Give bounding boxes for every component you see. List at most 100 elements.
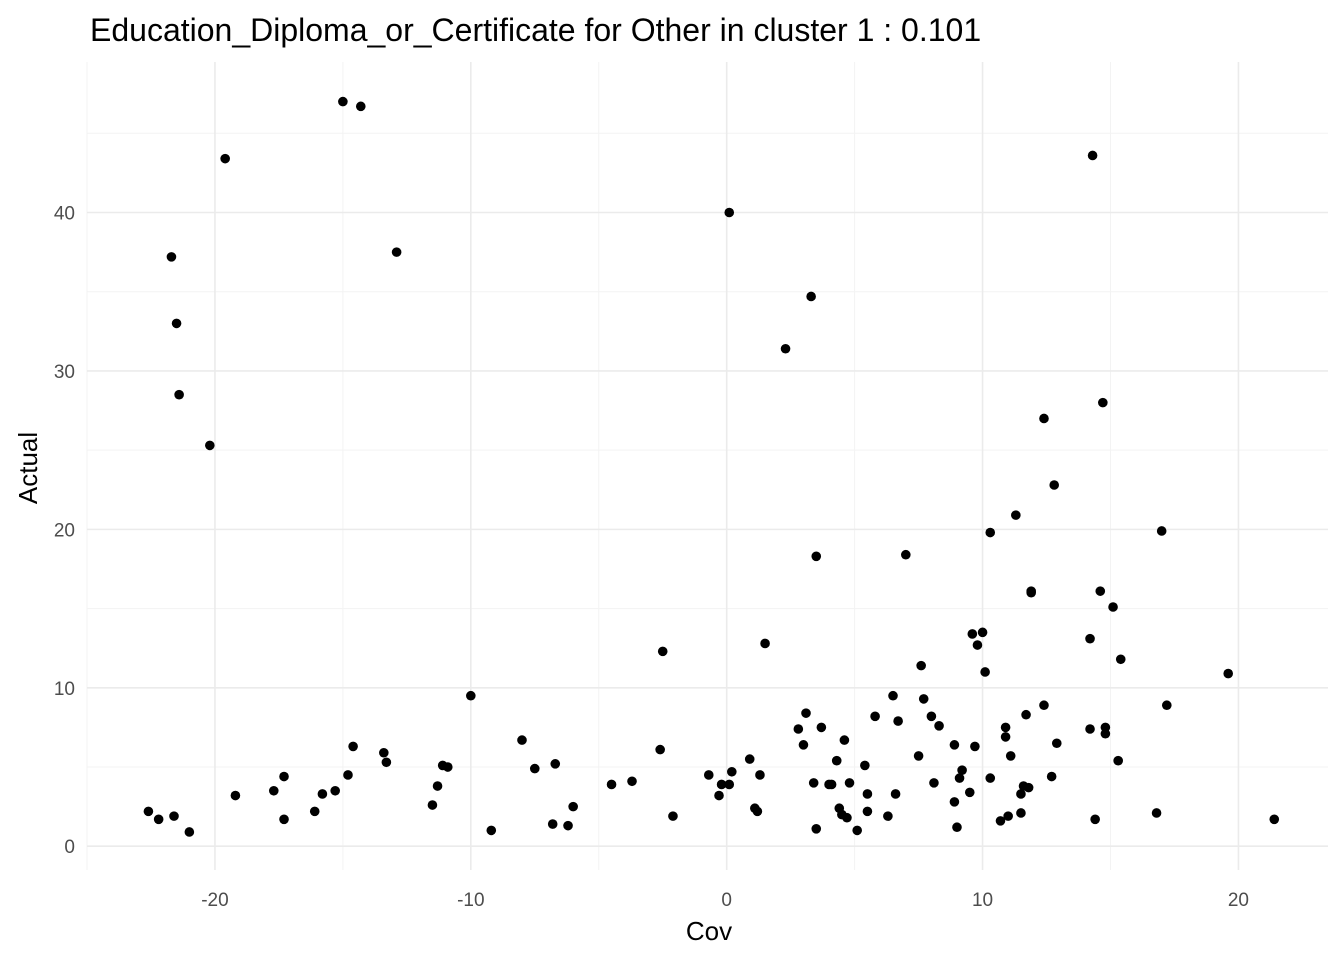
data-point (1000, 732, 1011, 742)
data-point (860, 760, 870, 771)
x-tick-label: -10 (457, 890, 484, 911)
data-points (143, 96, 1280, 837)
chart-title: Education_Diploma_or_Certificate for Oth… (90, 12, 981, 48)
y-tick-label: 20 (54, 520, 75, 541)
data-point (831, 755, 842, 766)
data-point (427, 800, 438, 810)
data-point (752, 806, 763, 817)
data-point (627, 776, 637, 787)
data-point (980, 667, 990, 677)
data-point (1095, 586, 1106, 596)
data-point (1051, 738, 1062, 749)
data-point (432, 781, 443, 791)
data-point (703, 770, 714, 780)
data-point (348, 741, 358, 752)
data-point (1156, 526, 1167, 536)
data-point (862, 789, 873, 799)
data-point (1108, 602, 1118, 612)
data-point (755, 770, 765, 780)
data-point (870, 711, 880, 722)
data-point (379, 747, 389, 758)
data-point (964, 787, 975, 798)
data-point (1223, 668, 1234, 679)
data-point (338, 96, 348, 107)
data-point (890, 789, 901, 799)
data-point (563, 820, 573, 831)
data-point (1011, 510, 1021, 520)
data-point (1039, 700, 1049, 711)
data-point (220, 153, 230, 164)
data-point (355, 101, 366, 112)
data-point (1000, 722, 1011, 733)
data-point (929, 778, 939, 788)
y-tick-label: 30 (54, 362, 75, 383)
data-point (811, 824, 822, 834)
data-point (184, 827, 195, 837)
data-point (967, 629, 978, 639)
data-point (714, 790, 724, 801)
data-point (916, 660, 926, 671)
data-point (1003, 811, 1013, 821)
data-point (716, 779, 727, 790)
data-point (442, 762, 453, 772)
data-point (1161, 700, 1172, 711)
data-point (793, 724, 804, 734)
data-point (1023, 782, 1034, 793)
data-point (268, 785, 279, 796)
data-point (466, 690, 476, 701)
x-tick-labels: -20 -10 0 10 20 (201, 890, 1249, 911)
data-point (957, 765, 967, 775)
data-point (568, 801, 578, 812)
data-point (330, 785, 341, 796)
data-point (1049, 480, 1060, 490)
data-point (317, 789, 328, 799)
data-point (391, 247, 402, 257)
data-point (806, 291, 816, 302)
data-point (1090, 814, 1100, 825)
x-axis-label: Cov (686, 916, 732, 946)
data-point (550, 759, 561, 769)
data-point (174, 389, 184, 400)
data-point (279, 814, 289, 825)
data-point (888, 690, 898, 701)
data-point (826, 779, 837, 790)
data-point (205, 440, 215, 451)
data-point (1113, 755, 1123, 766)
data-point (839, 735, 850, 745)
data-point (798, 740, 809, 750)
data-point (977, 627, 988, 638)
data-point (1016, 789, 1026, 799)
data-point (1016, 808, 1026, 818)
data-point (780, 343, 791, 354)
y-axis-label: Actual (13, 432, 43, 504)
data-point (606, 779, 617, 790)
data-point (1039, 413, 1049, 424)
data-point (724, 779, 735, 790)
data-point (901, 549, 911, 560)
data-point (1046, 771, 1057, 782)
data-point (913, 751, 924, 761)
data-point (529, 763, 540, 774)
data-point (926, 711, 937, 722)
data-point (279, 771, 289, 782)
y-tick-label: 0 (64, 837, 75, 858)
data-point (842, 812, 852, 823)
data-point (934, 721, 944, 731)
data-point (727, 766, 737, 777)
data-point (169, 811, 179, 821)
data-point (883, 811, 893, 821)
data-point (1005, 751, 1016, 761)
data-point (668, 811, 678, 821)
data-point (862, 806, 873, 817)
data-point (972, 640, 983, 650)
minor-grid (86, 62, 1328, 870)
data-point (1098, 397, 1108, 408)
data-point (1151, 808, 1162, 818)
data-point (1115, 654, 1126, 665)
data-point (918, 694, 929, 704)
data-point (230, 790, 241, 801)
data-point (954, 773, 965, 783)
data-point (1087, 150, 1098, 161)
data-point (143, 806, 154, 817)
